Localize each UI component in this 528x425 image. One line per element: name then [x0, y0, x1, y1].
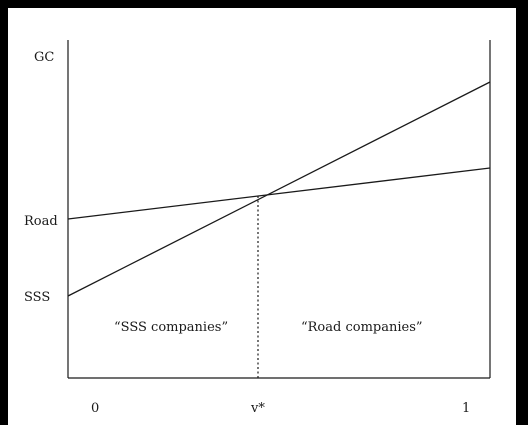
road-intercept-label: Road	[24, 214, 58, 229]
road-cost-line	[67, 167, 491, 220]
road-companies-label: “Road companies”	[301, 320, 423, 335]
sss-intercept-label: SSS	[24, 290, 50, 305]
y-axis-label: GC	[34, 50, 54, 65]
x-tick-zero: 0	[91, 401, 99, 416]
x-tick-v-star: v*	[250, 401, 265, 416]
sss-companies-label: “SSS companies”	[114, 320, 228, 335]
sss-cost-line	[67, 81, 491, 297]
x-tick-one: 1	[462, 401, 470, 416]
